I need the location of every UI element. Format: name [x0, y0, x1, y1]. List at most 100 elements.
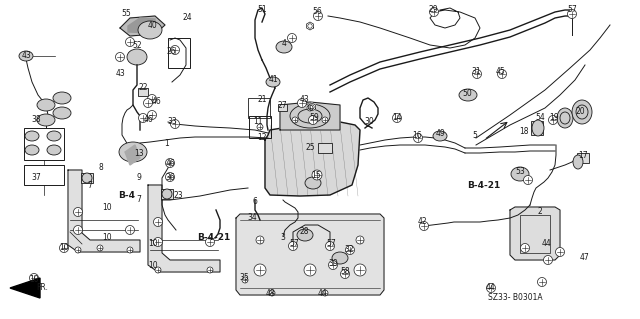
Ellipse shape	[127, 49, 147, 65]
Polygon shape	[10, 278, 40, 298]
Ellipse shape	[332, 252, 348, 264]
Text: 57: 57	[289, 240, 299, 249]
Text: 25: 25	[305, 144, 315, 152]
Ellipse shape	[576, 105, 588, 119]
Text: 22: 22	[138, 83, 148, 92]
Circle shape	[356, 236, 364, 244]
Text: 46: 46	[165, 159, 175, 167]
Bar	[520, 215, 550, 253]
Ellipse shape	[573, 155, 583, 169]
Text: SZ33- B0301A: SZ33- B0301A	[488, 293, 542, 302]
Circle shape	[205, 238, 214, 247]
Ellipse shape	[25, 145, 39, 155]
Text: 38: 38	[31, 115, 41, 124]
Text: 20: 20	[575, 108, 585, 116]
Ellipse shape	[37, 114, 55, 126]
Text: FR.: FR.	[36, 284, 48, 293]
Circle shape	[170, 46, 179, 55]
Text: 34: 34	[247, 213, 257, 222]
Bar	[318, 143, 332, 153]
Circle shape	[97, 245, 103, 251]
Text: 14: 14	[392, 114, 402, 122]
Ellipse shape	[47, 131, 61, 141]
Text: 10: 10	[59, 243, 69, 253]
Ellipse shape	[298, 109, 322, 123]
Text: 44: 44	[541, 240, 551, 249]
Bar	[161, 189, 173, 199]
Circle shape	[147, 94, 157, 103]
Text: 49: 49	[435, 130, 445, 138]
Bar	[138, 88, 148, 96]
Circle shape	[548, 115, 557, 124]
Text: 45: 45	[496, 68, 506, 77]
Text: 46: 46	[152, 98, 162, 107]
Text: 23: 23	[173, 191, 183, 201]
Circle shape	[292, 117, 298, 123]
Text: 58: 58	[340, 268, 350, 277]
Circle shape	[257, 124, 263, 130]
Circle shape	[60, 243, 68, 253]
Text: 46: 46	[143, 115, 153, 124]
Text: 43: 43	[299, 95, 309, 105]
Text: 39: 39	[328, 259, 338, 269]
Ellipse shape	[53, 92, 71, 104]
Text: 19: 19	[549, 114, 559, 122]
Bar	[24, 165, 64, 185]
Ellipse shape	[572, 100, 592, 124]
Text: 12: 12	[257, 133, 267, 143]
Text: 10: 10	[148, 261, 158, 270]
Ellipse shape	[532, 120, 544, 136]
Text: 52: 52	[132, 41, 142, 49]
Circle shape	[125, 226, 134, 234]
Ellipse shape	[25, 131, 39, 141]
Text: 44: 44	[485, 284, 495, 293]
Text: 6: 6	[253, 197, 257, 206]
Text: 48: 48	[265, 288, 275, 298]
Text: 59: 59	[309, 114, 319, 122]
Circle shape	[170, 120, 179, 129]
Text: 37: 37	[31, 174, 41, 182]
Circle shape	[308, 115, 317, 124]
Circle shape	[74, 226, 83, 234]
Ellipse shape	[297, 229, 313, 241]
Circle shape	[314, 11, 323, 20]
Text: 10: 10	[102, 204, 112, 212]
Text: B-4-21: B-4-21	[197, 234, 230, 242]
Circle shape	[413, 133, 422, 143]
Text: 24: 24	[182, 13, 192, 23]
Text: 54: 54	[535, 114, 545, 122]
Text: B-4-21: B-4-21	[467, 182, 500, 190]
Circle shape	[154, 218, 163, 226]
Circle shape	[125, 38, 134, 47]
Circle shape	[322, 290, 328, 296]
Bar	[577, 153, 589, 163]
Circle shape	[254, 264, 266, 276]
Polygon shape	[307, 22, 314, 30]
Circle shape	[392, 114, 401, 122]
Bar	[249, 116, 271, 138]
Circle shape	[127, 247, 133, 253]
Text: 13: 13	[134, 149, 144, 158]
Text: 28: 28	[300, 227, 308, 236]
Text: 29: 29	[428, 5, 438, 14]
Text: 42: 42	[417, 218, 427, 226]
Text: 56: 56	[312, 8, 322, 17]
Circle shape	[143, 99, 152, 108]
Polygon shape	[120, 16, 165, 36]
Circle shape	[29, 273, 38, 283]
Circle shape	[429, 8, 438, 17]
Circle shape	[138, 114, 147, 122]
Text: 18: 18	[519, 128, 529, 137]
Text: 33: 33	[167, 116, 177, 125]
Circle shape	[289, 241, 298, 250]
Text: 36: 36	[165, 173, 175, 182]
Text: 35: 35	[239, 273, 249, 283]
Circle shape	[543, 256, 552, 264]
Circle shape	[115, 53, 125, 62]
Text: 1: 1	[164, 138, 170, 147]
Ellipse shape	[560, 112, 570, 124]
Circle shape	[340, 270, 349, 278]
Text: 57: 57	[326, 240, 336, 249]
Bar	[81, 173, 93, 183]
Circle shape	[486, 284, 495, 293]
